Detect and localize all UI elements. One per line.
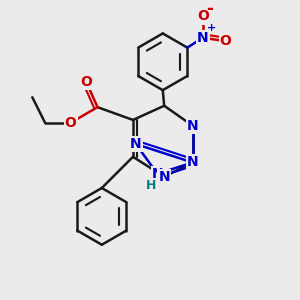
Text: -: - [207, 0, 213, 18]
Text: N: N [187, 155, 198, 170]
Text: H: H [146, 179, 157, 192]
Text: O: O [65, 116, 76, 130]
Text: +: + [207, 23, 216, 33]
Text: O: O [220, 34, 232, 47]
Text: O: O [80, 75, 92, 89]
Text: N: N [158, 170, 170, 184]
Text: N: N [197, 31, 209, 45]
Text: N: N [130, 137, 142, 151]
Text: N: N [187, 118, 198, 133]
Text: N: N [152, 167, 163, 181]
Text: O: O [197, 9, 209, 23]
